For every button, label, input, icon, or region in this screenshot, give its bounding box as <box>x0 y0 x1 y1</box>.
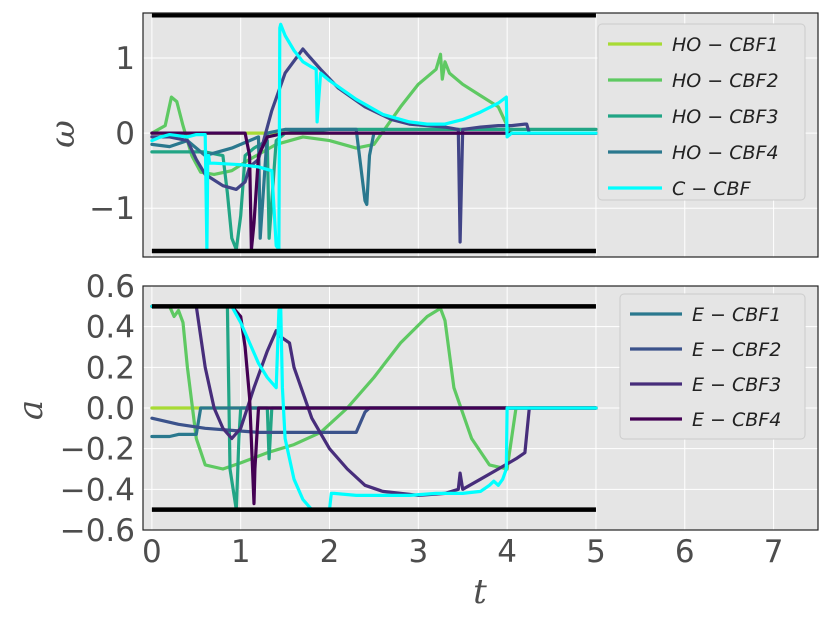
legend-label: HO − CBF4 <box>672 142 779 164</box>
x-tick-label: 6 <box>675 534 695 570</box>
legend: E − CBF1 E − CBF2 E − CBF3 E − CBF4 <box>619 293 806 440</box>
x-tick-label: 3 <box>408 534 428 570</box>
t-axis-label: t <box>473 572 487 612</box>
legend: HO − CBF1 HO − CBF2 HO − CBF3 HO − CBF4 C − … <box>597 23 806 201</box>
plot-frame <box>142 12 819 258</box>
y-tick-label: 0.0 <box>86 391 135 427</box>
x-tick-label: 2 <box>320 534 340 570</box>
series-line <box>150 131 598 252</box>
y-tick-label: 0 <box>115 116 135 152</box>
y-tick-label: −1 <box>89 191 135 227</box>
series-line <box>150 406 598 439</box>
legend-label: E − CBF3 <box>692 374 781 396</box>
a-axis-label: a <box>11 400 51 420</box>
legend-box <box>597 23 806 201</box>
series-line <box>150 22 598 252</box>
y-tick-label: 0.4 <box>86 310 135 346</box>
x-tick-label: 0 <box>142 534 162 570</box>
legend-label: HO − CBF1 <box>672 34 779 56</box>
x-tick-label: 7 <box>764 534 784 570</box>
series-line <box>150 406 598 434</box>
plot-area <box>150 304 598 512</box>
legend-label: E − CBF4 <box>692 409 781 431</box>
y-tick-label: −0.2 <box>60 432 135 468</box>
series-line <box>150 127 598 240</box>
legend-label: HO − CBF3 <box>672 106 779 128</box>
omega-panel: 1 0 −1 HO − CBF1 HO − CBF2 HO − CBF3 HO − CBF4… <box>89 12 819 258</box>
y-tick-label: 0.6 <box>86 269 135 305</box>
x-tick-label: 5 <box>586 534 606 570</box>
y-tick-label: 1 <box>115 41 135 77</box>
legend-box <box>619 293 806 440</box>
legend-label: HO − CBF2 <box>672 70 779 92</box>
x-tick-label: 1 <box>231 534 251 570</box>
legend-label: C − CBF <box>672 178 752 200</box>
y-tick-label: −0.4 <box>60 472 135 508</box>
legend-label: E − CBF2 <box>692 339 781 361</box>
omega-axis-label: ω <box>43 120 83 148</box>
legend-label: E − CBF1 <box>692 304 781 326</box>
plot-frame <box>142 285 819 531</box>
acceleration-panel: 0.6 0.4 0.2 0.0 −0.2 −0.4 −0.60 1 2 3 4 5 6 7 E − CBF1… <box>60 269 819 570</box>
y-tick-label: −0.6 <box>60 513 135 549</box>
plot-area <box>150 13 598 254</box>
y-tick-label: 0.2 <box>86 350 135 386</box>
series-line <box>194 304 598 497</box>
x-tick-label: 4 <box>497 534 517 570</box>
